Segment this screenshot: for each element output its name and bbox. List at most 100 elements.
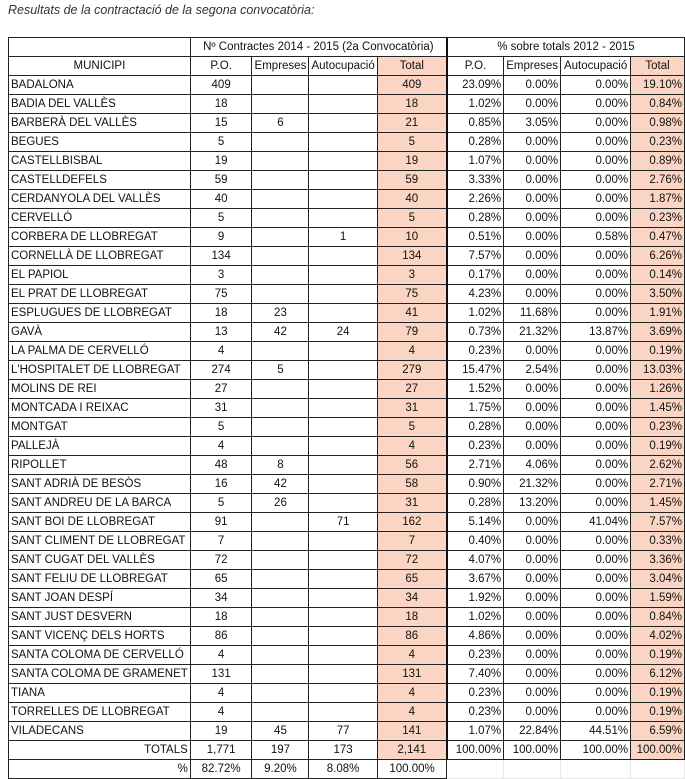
cell-total: 4 (376, 645, 448, 665)
cell-empreses (251, 550, 310, 570)
column-header-po: P.O. (189, 56, 253, 76)
cell-pct-empreses: 0.00% (503, 607, 562, 627)
column-header-empreses: Empreses (251, 56, 310, 76)
cell-pct-total: 3.36% (630, 550, 685, 570)
cell-total: 19 (376, 151, 448, 171)
cell-total: 279 (376, 360, 448, 380)
cell-pct-autocupacio: 0.00% (560, 626, 632, 646)
cell-po: 75 (189, 284, 253, 304)
cell-po: 274 (189, 360, 253, 380)
table-row: MONTCADA I REIXAC 31 31 1.75% 0.00% 0.00% 1.45… (8, 398, 685, 418)
cell-pct-autocupacio: 0.00% (560, 607, 632, 627)
cell-municipi: SANT JOAN DESPÍ (8, 588, 191, 608)
cell-pct-empreses: 0.00% (503, 75, 562, 95)
cell-pct-autocupacio: 0.00% (560, 170, 632, 190)
cell-municipi: MOLINS DE REI (8, 379, 191, 399)
cell-total: 141 (376, 721, 448, 741)
cell-po: 4 (189, 645, 253, 665)
cell-total: 86 (376, 626, 448, 646)
cell-empreses: 5 (251, 360, 310, 380)
cell-pct-empreses: 4.06% (503, 455, 562, 475)
table-row: SANT FELIU DE LLOBREGAT 65 65 3.67% 0.00% 0.0… (8, 569, 685, 589)
cell-pct-empreses: 0.00% (503, 588, 562, 608)
totals-row: TOTALS 1,771 197 173 2,141 100.00% 100.00% 100.… (8, 740, 685, 760)
cell-total: 3 (376, 265, 448, 285)
cell-total: 7 (376, 531, 448, 551)
cell-autocupacio (308, 265, 378, 285)
cell-po: 134 (189, 246, 253, 266)
table-row: MONTGAT 5 5 0.28% 0.00% 0.00% 0.23% (8, 417, 685, 437)
table-row: CERVELLÓ 5 5 0.28% 0.00% 0.00% 0.23% (8, 208, 685, 228)
empty-cell (630, 759, 685, 779)
cell-pct-po: 0.28% (445, 493, 505, 513)
cell-municipi: SANTA COLOMA DE CERVELLÓ (8, 645, 191, 665)
cell-autocupacio (308, 94, 378, 114)
cell-po: 34 (189, 588, 253, 608)
table-row: CASTELLBISBAL 19 19 1.07% 0.00% 0.00% 0.89% (8, 151, 685, 171)
cell-pct-total: 0.23% (630, 417, 685, 437)
cell-pct-po: 1.07% (445, 151, 505, 171)
cell-pct-autocupacio: 44.51% (560, 721, 632, 741)
cell-pct-autocupacio: 0.00% (560, 360, 632, 380)
cell-empreses (251, 341, 310, 361)
cell-autocupacio (308, 189, 378, 209)
cell-municipi: SANT ADRIÀ DE BESÒS (8, 474, 191, 494)
cell-pct-total: 0.14% (630, 265, 685, 285)
cell-pct-autocupacio: 0.00% (560, 379, 632, 399)
column-header-pct-po: P.O. (445, 56, 505, 76)
cell-pct-autocupacio: 0.00% (560, 94, 632, 114)
cell-pct-total: 2.76% (630, 170, 685, 190)
cell-pct-total: 0.84% (630, 607, 685, 627)
cell-total: 134 (376, 246, 448, 266)
cell-po: 27 (189, 379, 253, 399)
cell-pct-po: 0.73% (445, 322, 505, 342)
cell-pct-autocupacio: 0.58% (560, 227, 632, 247)
table-row: CASTELLDEFELS 59 59 3.33% 0.00% 0.00% 2.76% (8, 170, 685, 190)
cell-pct-autocupacio: 0.00% (560, 151, 632, 171)
cell-pct-empreses: 0.00% (503, 417, 562, 437)
cell-municipi: BADALONA (8, 75, 191, 95)
cell-municipi: L'HOSPITALET DE LLOBREGAT (8, 360, 191, 380)
cell-autocupacio (308, 626, 378, 646)
column-header-total: Total (376, 56, 448, 76)
cell-pct-autocupacio: 0.00% (560, 474, 632, 494)
cell-pct-empreses: 0.00% (503, 246, 562, 266)
cell-municipi: SANT ANDREU DE LA BARCA (8, 493, 191, 513)
cell-pct-total: 3.04% (630, 569, 685, 589)
cell-pct-total: 1.87% (630, 189, 685, 209)
cell-total: 5 (376, 208, 448, 228)
cell-po: 5 (189, 493, 253, 513)
table-row: SANT VICENÇ DELS HORTS 86 86 4.86% 0.00% 0.00… (8, 626, 685, 646)
table-row: SANTA COLOMA DE GRAMENET 131 131 7.40% 0.00%… (8, 664, 685, 684)
cell-total: 131 (376, 664, 448, 684)
cell-municipi: MONTCADA I REIXAC (8, 398, 191, 418)
table-row: SANTA COLOMA DE CERVELLÓ 4 4 0.23% 0.00% 0.00… (8, 645, 685, 665)
table-row: CORNELLÀ DE LLOBREGAT 134 134 7.57% 0.00% 0.0… (8, 246, 685, 266)
cell-autocupacio (308, 436, 378, 456)
cell-pct-autocupacio: 0.00% (560, 75, 632, 95)
cell-pct-total: 6.12% (630, 664, 685, 684)
cell-pct-po: 100.00% (445, 740, 505, 760)
cell-pct-total: 1.45% (630, 398, 685, 418)
cell-pct-po: 4.23% (445, 284, 505, 304)
cell-pct-empreses: 0.00% (503, 664, 562, 684)
cell-pct-po: 4.07% (445, 550, 505, 570)
cell-empreses (251, 379, 310, 399)
table-row: SANT CUGAT DEL VALLÈS 72 72 4.07% 0.00% 0.00%… (8, 550, 685, 570)
cell-municipi: TIANA (8, 683, 191, 703)
cell-empreses (251, 436, 310, 456)
cell-empreses (251, 227, 310, 247)
cell-pct-empreses: 0.00% (503, 265, 562, 285)
cell-total: 4 (376, 341, 448, 361)
cell-total: 41 (376, 303, 448, 323)
table-row: ESPLUGUES DE LLOBREGAT 18 23 41 1.02% 11.68% 0… (8, 303, 685, 323)
cell-pct-autocupacio: 0.00% (560, 702, 632, 722)
cell-pct-autocupacio: 0.00% (560, 531, 632, 551)
cell-pct-total: 0.19% (630, 645, 685, 665)
cell-pct-po: 5.14% (445, 512, 505, 532)
cell-municipi: EL PRAT DE LLOBREGAT (8, 284, 191, 304)
column-header-municipi: MUNICIPI (8, 56, 191, 76)
cell-po: 4 (189, 436, 253, 456)
cell-pct-total: 3.50% (630, 284, 685, 304)
cell-po: 4 (189, 683, 253, 703)
